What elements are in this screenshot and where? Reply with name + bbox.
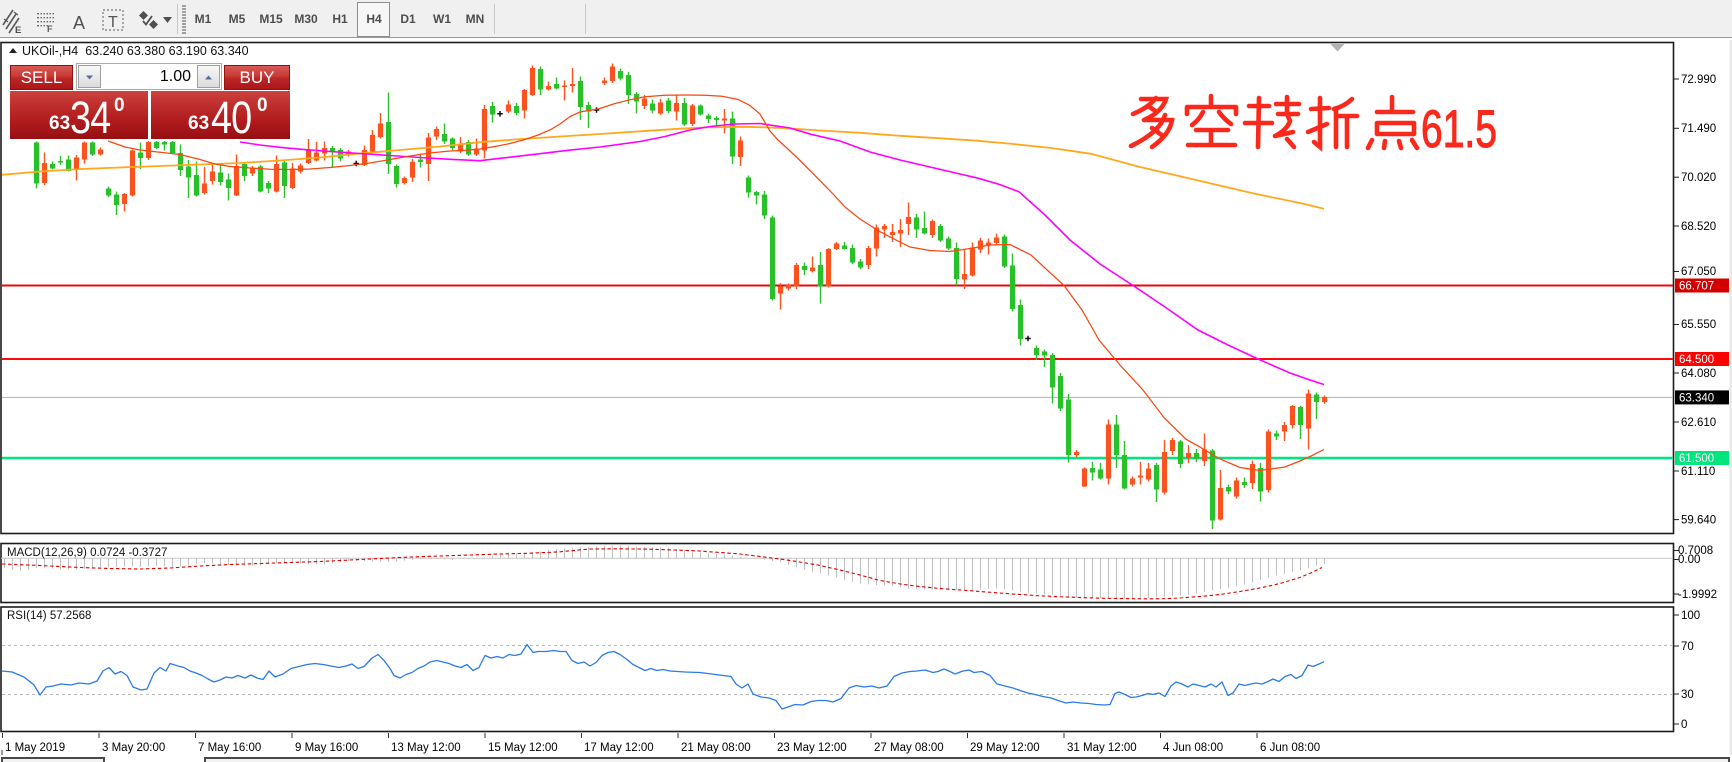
svg-text:21 May 08:00: 21 May 08:00 [681,742,751,754]
svg-text:65.550: 65.550 [1681,319,1716,331]
svg-text:59.640: 59.640 [1681,515,1716,527]
svg-text:13 May 12:00: 13 May 12:00 [391,742,461,754]
svg-text:RSI(14) 57.2568: RSI(14) 57.2568 [7,610,91,622]
svg-text:64.080: 64.080 [1681,368,1716,380]
svg-text:70: 70 [1681,641,1694,653]
svg-text:-1.9992: -1.9992 [1678,589,1717,601]
svg-text:27 May 08:00: 27 May 08:00 [874,742,944,754]
svg-text:61.500: 61.500 [1679,453,1714,465]
svg-text:71.490: 71.490 [1681,123,1716,135]
svg-text:100: 100 [1681,610,1700,622]
svg-text:70.020: 70.020 [1681,172,1716,184]
svg-text:9 May 16:00: 9 May 16:00 [295,742,358,754]
svg-text:66.707: 66.707 [1679,281,1714,293]
svg-text:72.990: 72.990 [1681,74,1716,86]
svg-text:17 May 12:00: 17 May 12:00 [584,742,654,754]
svg-text:29 May 12:00: 29 May 12:00 [970,742,1040,754]
svg-text:0.00: 0.00 [1678,554,1700,566]
svg-text:0: 0 [1681,719,1687,731]
svg-text:61.110: 61.110 [1681,466,1715,478]
svg-text:7 May 16:00: 7 May 16:00 [198,742,261,754]
svg-text:61.5: 61.5 [1421,100,1497,159]
svg-text:E: E [15,25,21,36]
svg-text:0.7008: 0.7008 [1678,545,1713,557]
svg-text:31 May 12:00: 31 May 12:00 [1067,742,1137,754]
svg-text:62.610: 62.610 [1681,417,1716,429]
svg-text:30: 30 [1681,689,1694,701]
svg-text:15 May 12:00: 15 May 12:00 [488,742,558,754]
svg-text:6 Jun 08:00: 6 Jun 08:00 [1260,742,1320,754]
svg-text:23 May 12:00: 23 May 12:00 [777,742,847,754]
svg-text:3 May 20:00: 3 May 20:00 [102,742,165,754]
svg-text:1 May 2019: 1 May 2019 [5,742,65,754]
svg-text:A: A [73,13,85,33]
svg-text:68.520: 68.520 [1681,221,1716,233]
svg-text:4 Jun 08:00: 4 Jun 08:00 [1163,742,1223,754]
svg-text:T: T [108,14,118,31]
svg-text:MACD(12,26,9) 0.0724 -0.3727: MACD(12,26,9) 0.0724 -0.3727 [7,547,167,559]
svg-text:67.050: 67.050 [1681,266,1716,278]
svg-text:64.500: 64.500 [1679,354,1714,366]
svg-text:F: F [47,24,53,34]
svg-text:63.340: 63.340 [1679,392,1714,404]
